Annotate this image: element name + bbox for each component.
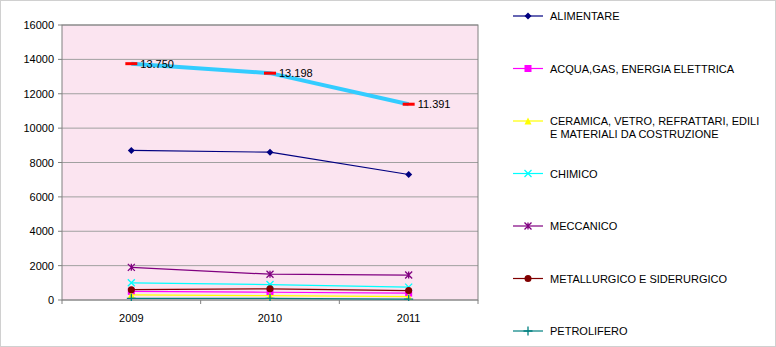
x-tick [62,300,63,304]
y-tick [58,231,62,232]
y-tick [58,59,62,60]
legend-marker [525,223,532,230]
marker [128,264,135,271]
chart: 0 2000 4000 6000 8000 10000 12000 14000 16000 200… [0,0,776,347]
data-label: 13.750 [140,58,174,70]
marker [264,72,276,75]
grid-line [62,93,478,94]
marker [266,294,275,301]
grid-line [62,128,478,129]
y-tick [58,300,62,301]
legend-marker [525,118,532,125]
legend-marker [524,327,533,336]
legend-marker [525,65,532,72]
y-tick-label: 2000 [30,260,54,272]
marker [128,147,135,154]
legend-label-line: ALIMENTARE [550,10,619,22]
grid-line [62,162,478,163]
y-tick [58,196,62,197]
x-tick [200,300,201,304]
grid-line [62,265,478,266]
grid-line [62,231,478,232]
legend-marker [525,170,532,177]
y-tick [58,162,62,163]
marker [405,287,412,294]
legend-marker [525,65,532,72]
y-tick-label: 6000 [30,191,54,203]
legend: ALIMENTARE ACQUA,GAS, ENERGIA ELETTRICA CE… [513,10,759,337]
y-tick-label: 10000 [23,122,54,134]
legend-label-line: E MATERIALI DA COSTRUZIONE [550,128,719,140]
y-tick-label: 16000 [23,19,54,31]
plot-area [62,25,478,300]
y-tick-label: 4000 [30,225,54,237]
marker [125,62,137,65]
legend-label-line: MECCANICO [550,220,618,232]
background [1,1,776,347]
marker [404,295,413,301]
legend-label: ACQUA,GAS, ENERGIA ELETTRICA [550,63,735,75]
x-tick-label: 2009 [119,312,143,324]
x-tick-label: 2010 [258,312,282,324]
legend-marker [525,13,532,20]
y-tick-label: 12000 [23,88,54,100]
legend-label: MECCANICO [550,220,618,232]
data-label: 13.198 [279,67,313,79]
legend-label-line: CERAMICA, VETRO, REFRATTARI, EDILI [550,115,759,127]
x-tick [339,300,340,304]
marker [405,171,412,178]
grid-line [62,196,478,197]
legend-label: METALLURGICO E SIDERURGICO [550,273,727,285]
y-tick [58,93,62,94]
grid-line [62,59,478,60]
y-tick-label: 8000 [30,157,54,169]
data-labels: 13.750 13.198 11.391 [140,58,450,111]
marker [128,279,135,286]
legend-marker [525,275,532,282]
legend-label-line: CHIMICO [550,168,598,180]
legend-marker [524,327,533,336]
y-tick-label: 14000 [23,53,54,65]
legend-label-line: PETROLIFERO [550,325,628,337]
legend-label: CERAMICA, VETRO, REFRATTARI, EDILIE MATE… [550,115,759,140]
marker [127,294,136,301]
marker [267,285,274,292]
y-tick [58,128,62,129]
data-label: 11.391 [418,98,451,110]
legend-marker [525,275,532,282]
y-tick [58,25,62,26]
legend-label-line: METALLURGICO E SIDERURGICO [550,273,727,285]
legend-label: PETROLIFERO [550,325,628,337]
legend-marker [525,223,532,230]
legend-label-line: ACQUA,GAS, ENERGIA ELETTRICA [550,63,735,75]
legend-marker [525,170,532,177]
marker [403,103,415,106]
marker [267,149,274,156]
legend-label: ALIMENTARE [550,10,619,22]
legend-label: CHIMICO [550,168,598,180]
plot-frame [62,25,478,300]
x-tick-label: 2011 [397,312,421,324]
series-line [131,64,408,105]
marker [267,271,274,278]
legend-marker [525,13,532,20]
y-tick-label: 0 [48,294,54,306]
y-tick [58,265,62,266]
x-tick [478,300,479,304]
marker [405,272,412,279]
series-group [125,64,414,301]
legend-marker [525,118,532,125]
marker [128,286,135,293]
